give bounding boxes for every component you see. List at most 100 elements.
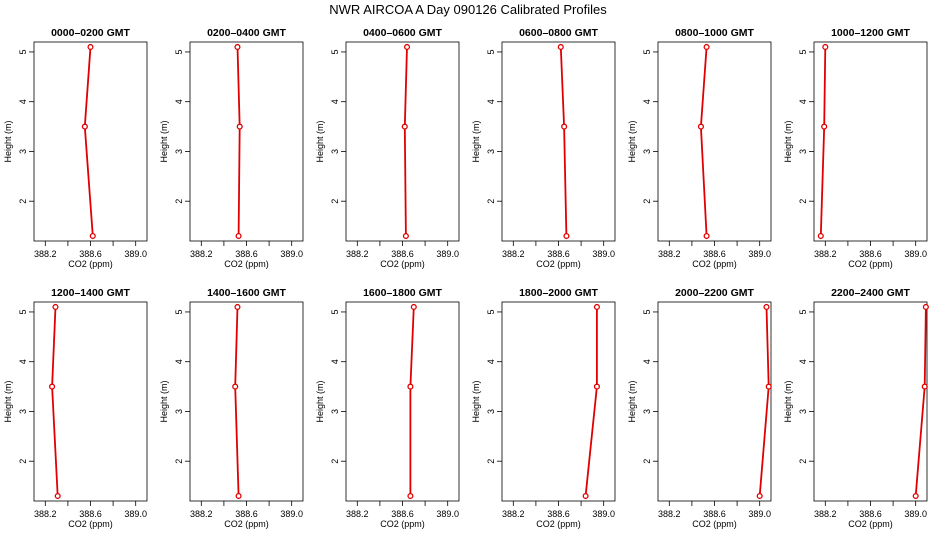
y-tick-label: 2 <box>798 459 808 464</box>
y-tick-label: 2 <box>486 459 496 464</box>
data-point <box>818 234 823 239</box>
data-point <box>823 45 828 50</box>
x-tick-label: 388.2 <box>190 509 213 519</box>
data-point <box>237 124 242 129</box>
x-tick-label: 388.2 <box>658 509 681 519</box>
profile-line <box>586 307 597 496</box>
x-tick-label: 389.0 <box>748 509 771 519</box>
y-tick-label: 3 <box>330 409 340 414</box>
panel-title: 1400–1600 GMT <box>207 287 286 299</box>
x-axis-label: CO2 (ppm) <box>380 259 425 269</box>
data-point <box>923 305 928 310</box>
x-tick-label: 388.2 <box>34 249 57 259</box>
data-point <box>704 234 709 239</box>
y-tick-label: 3 <box>174 409 184 414</box>
x-tick-label: 388.6 <box>79 249 102 259</box>
y-tick-label: 5 <box>174 309 184 314</box>
data-point <box>405 45 410 50</box>
plot-frame <box>346 42 459 241</box>
profile-panels: 0000–0200 GMT 388.2 388.6 389.0 2 3 4 5 CO2 (ppm… <box>3 27 928 529</box>
x-tick-label: 389.0 <box>280 249 303 259</box>
plot-frame <box>814 302 927 501</box>
data-point <box>822 124 827 129</box>
profile-line <box>235 307 238 496</box>
y-tick-label: 5 <box>642 309 652 314</box>
x-tick-label: 388.6 <box>859 249 882 259</box>
x-axis-label: CO2 (ppm) <box>848 519 893 529</box>
y-axis-label: Height (m) <box>627 380 637 422</box>
data-point <box>411 305 416 310</box>
data-point <box>236 494 241 499</box>
y-tick-label: 4 <box>330 99 340 104</box>
x-tick-label: 388.6 <box>547 249 570 259</box>
x-axis-label: CO2 (ppm) <box>692 519 737 529</box>
plot-frame <box>502 302 615 501</box>
x-tick-label: 389.0 <box>904 509 927 519</box>
x-tick-label: 388.2 <box>814 249 837 259</box>
data-point <box>564 234 569 239</box>
x-tick-label: 388.6 <box>703 509 726 519</box>
x-tick-label: 388.6 <box>391 509 414 519</box>
y-tick-label: 5 <box>642 49 652 54</box>
profile-panel: 1000–1200 GMT 388.2 388.6 389.0 2 3 4 5 CO2 (ppm… <box>783 27 927 269</box>
y-axis-label: Height (m) <box>3 120 13 162</box>
x-tick-label: 388.2 <box>502 509 525 519</box>
y-tick-label: 2 <box>174 459 184 464</box>
x-tick-label: 389.0 <box>592 509 615 519</box>
data-point <box>558 45 563 50</box>
y-tick-label: 4 <box>486 359 496 364</box>
profile-panel: 2000–2200 GMT 388.2 388.6 389.0 2 3 4 5 CO2 (ppm… <box>627 287 771 529</box>
y-tick-label: 4 <box>642 99 652 104</box>
y-axis-label: Height (m) <box>159 380 169 422</box>
data-point <box>704 45 709 50</box>
y-tick-label: 5 <box>18 49 28 54</box>
data-point <box>766 384 771 389</box>
y-tick-label: 3 <box>18 149 28 154</box>
x-tick-label: 388.6 <box>391 249 414 259</box>
data-point <box>408 494 413 499</box>
profile-line <box>238 47 240 236</box>
y-axis-label: Height (m) <box>315 120 325 162</box>
panel-title: 0200–0400 GMT <box>207 27 286 39</box>
y-tick-label: 5 <box>486 49 496 54</box>
profile-line <box>760 307 769 496</box>
panel-title: 1800–2000 GMT <box>519 287 598 299</box>
x-tick-label: 389.0 <box>280 509 303 519</box>
data-point <box>922 384 927 389</box>
y-tick-label: 4 <box>798 359 808 364</box>
y-axis-label: Height (m) <box>783 380 793 422</box>
y-axis-label: Height (m) <box>627 120 637 162</box>
y-tick-label: 2 <box>642 199 652 204</box>
data-point <box>595 384 600 389</box>
data-point <box>402 124 407 129</box>
plot-frame <box>814 42 927 241</box>
x-tick-label: 388.2 <box>190 249 213 259</box>
y-tick-label: 4 <box>798 99 808 104</box>
x-tick-label: 389.0 <box>436 509 459 519</box>
profile-line <box>405 47 407 236</box>
y-tick-label: 4 <box>174 359 184 364</box>
x-tick-label: 388.2 <box>34 509 57 519</box>
plot-frame <box>190 42 303 241</box>
panel-title: 1600–1800 GMT <box>363 287 442 299</box>
x-tick-label: 388.6 <box>703 249 726 259</box>
y-tick-label: 2 <box>798 199 808 204</box>
panel-title: 0800–1000 GMT <box>675 27 754 39</box>
plot-frame <box>34 302 147 501</box>
y-axis-label: Height (m) <box>159 120 169 162</box>
plot-frame <box>502 42 615 241</box>
profile-panel: 0800–1000 GMT 388.2 388.6 389.0 2 3 4 5 CO2 (ppm… <box>627 27 771 269</box>
y-tick-label: 3 <box>330 149 340 154</box>
plot-frame <box>658 42 771 241</box>
y-tick-label: 4 <box>642 359 652 364</box>
y-tick-label: 3 <box>486 149 496 154</box>
y-axis-label: Height (m) <box>471 380 481 422</box>
x-axis-label: CO2 (ppm) <box>692 259 737 269</box>
data-point <box>233 384 238 389</box>
x-tick-label: 389.0 <box>748 249 771 259</box>
data-point <box>82 124 87 129</box>
data-point <box>88 45 93 50</box>
panel-title: 2000–2200 GMT <box>675 287 754 299</box>
y-tick-label: 5 <box>798 309 808 314</box>
